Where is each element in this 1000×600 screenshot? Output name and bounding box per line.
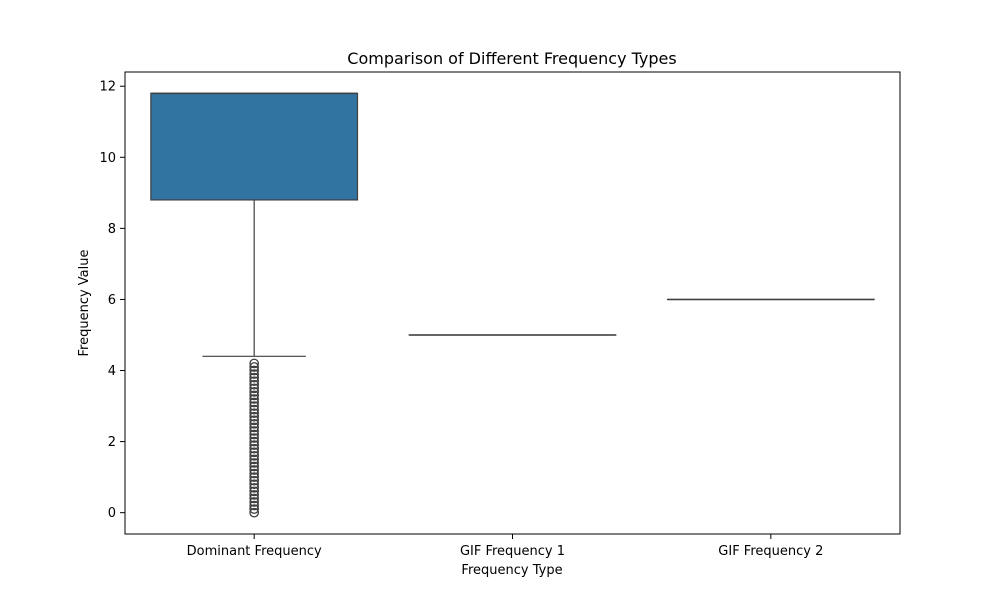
y-tick-label: 6 — [108, 293, 116, 308]
outlier-point — [249, 454, 260, 465]
outlier-point — [249, 472, 260, 482]
outlier-point — [249, 365, 260, 376]
outlier-point — [249, 401, 260, 411]
y-axis-label: Frequency Value — [77, 250, 92, 357]
outlier-point — [249, 490, 260, 500]
x-axis-label: Frequency Type — [461, 563, 562, 578]
outlier-point — [249, 504, 260, 514]
outlier-point — [249, 376, 260, 387]
outlier-point — [249, 372, 260, 383]
outlier-point — [249, 394, 260, 404]
outlier-point — [249, 358, 260, 369]
y-tick-label: 8 — [108, 222, 116, 237]
outlier-point — [249, 369, 260, 379]
outlier-point — [249, 415, 260, 426]
x-tick-label: Dominant Frequency — [187, 544, 322, 559]
outlier-point — [249, 461, 260, 472]
outlier-point — [249, 443, 260, 454]
box-series — [150, 92, 875, 518]
outlier-point — [249, 468, 260, 479]
outlier-point — [249, 497, 260, 507]
outlier-point — [249, 411, 260, 422]
outlier-point — [249, 440, 260, 451]
outlier-point — [249, 362, 260, 372]
box-iqr — [150, 92, 359, 201]
y-tick-label: 10 — [99, 151, 116, 166]
outlier-point — [249, 426, 260, 436]
outlier-point — [249, 450, 260, 461]
outlier-point — [249, 429, 260, 440]
box-0 — [150, 92, 359, 518]
outlier-point — [249, 486, 260, 497]
outlier-point — [249, 397, 260, 408]
y-axis: 0 2 4 6 8 10 12 — [99, 80, 125, 521]
y-tick-label: 2 — [108, 435, 116, 450]
outlier-point — [249, 383, 260, 394]
x-tick-label: GIF Frequency 1 — [460, 544, 565, 559]
outlier-point — [249, 386, 260, 397]
y-tick-label: 4 — [108, 364, 116, 379]
outlier-point — [249, 433, 260, 443]
outlier-point — [249, 458, 260, 468]
outlier-point — [249, 390, 260, 401]
x-tick-label: GIF Frequency 2 — [718, 544, 823, 559]
outlier-point — [249, 379, 260, 390]
outlier-point — [249, 447, 260, 458]
outlier-point — [249, 404, 260, 415]
outlier-point — [249, 479, 260, 490]
outlier-point — [249, 475, 260, 486]
y-tick-label: 0 — [108, 506, 116, 521]
chart-title: Comparison of Different Frequency Types — [347, 49, 676, 68]
outlier-point — [249, 493, 260, 504]
x-axis: Dominant Frequency GIF Frequency 1 GIF Fre… — [187, 534, 823, 559]
y-tick-label: 12 — [99, 80, 116, 95]
outlier-point — [249, 482, 260, 493]
outlier-point — [249, 436, 260, 447]
outlier-point — [249, 465, 260, 475]
outlier-point — [249, 500, 260, 511]
outlier-point — [249, 422, 260, 433]
outlier-point — [249, 507, 260, 518]
outlier-point — [249, 418, 260, 429]
outlier-point — [249, 408, 260, 419]
